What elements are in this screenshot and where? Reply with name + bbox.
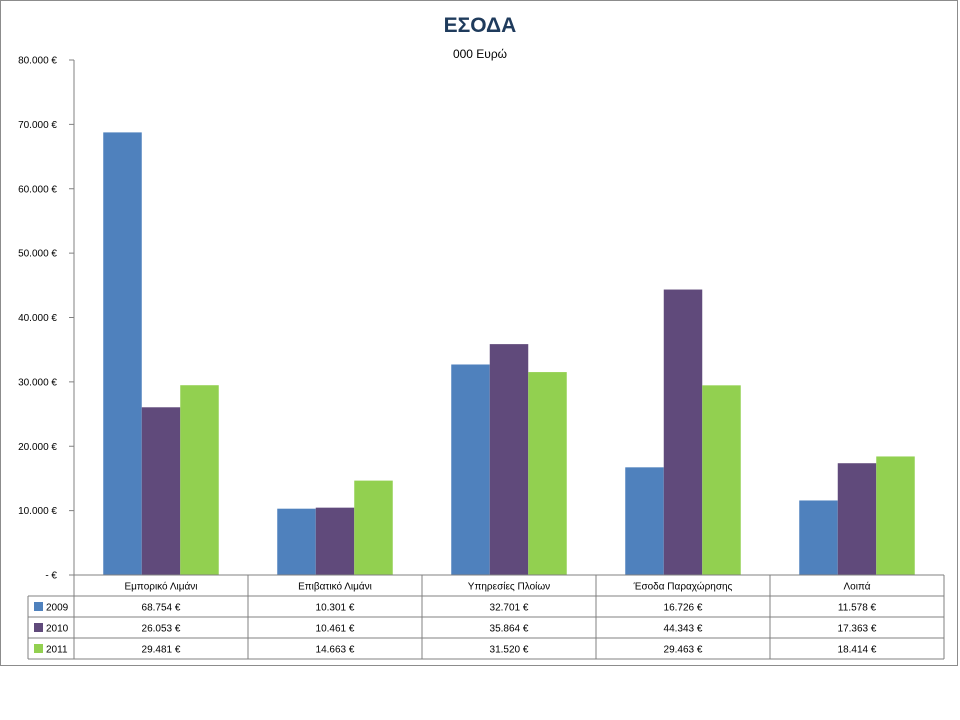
bar-2010 [489,344,529,575]
bars [103,132,915,575]
y-tick-label: 80.000 € [18,56,57,67]
legend-swatch-2011 [34,644,43,653]
data-label: 31.520 € [490,645,529,656]
y-tick-label: 30.000 € [18,377,57,388]
chart-title: ΕΣΟΔΑ [443,14,517,37]
category-label: Λοιπά [843,581,870,593]
data-label: 11.578 € [838,603,877,614]
legend-swatch-2010 [34,623,43,632]
bar-2009 [277,508,316,575]
y-tick-label: 50.000 € [18,249,57,260]
bar-2010 [663,289,703,575]
data-label: 44.343 € [664,624,703,635]
y-tick-label: 60.000 € [18,184,57,195]
legend-swatch-2009 [34,602,43,611]
bar-2010 [141,407,181,575]
data-label: 18.414 € [838,645,877,656]
data-label: 17.363 € [838,624,877,635]
data-label: 68.754 € [142,603,181,614]
category-label: Επιβατικό Λιμάνι [298,581,372,593]
y-axis: - € 10.000 € 20.000 € 30.000 € 40.000 € 50.00… [18,56,75,582]
bar-2009 [625,467,664,575]
data-label: 10.301 € [316,603,355,614]
data-table: Εμπορικό Λιμάνι Επιβατικό Λιμάνι Υπηρεσίες… [27,574,945,660]
chart-subtitle: 000 Ευρώ [452,47,508,61]
bar-2009 [799,500,838,575]
category-label: Υπηρεσίες Πλοίων [468,581,550,593]
bar-2011 [528,372,567,575]
data-label: 29.463 € [664,645,703,656]
data-label: 26.053 € [142,624,181,635]
category-label: Έσοδα Παραχώρησης [633,581,733,593]
y-tick-label: 40.000 € [18,313,57,324]
legend-label-2009: 2009 [46,603,69,614]
bar-2009 [451,364,490,575]
data-label: 16.726 € [664,603,703,614]
legend-label-2010: 2010 [46,624,69,635]
data-label: 10.461 € [316,624,355,635]
data-label: 32.701 € [490,603,529,614]
y-tick-label: 70.000 € [18,120,57,131]
category-label: Εμπορικό Λιμάνι [125,581,198,593]
bar-2011 [354,480,393,575]
bar-2010 [315,507,355,575]
data-label: 29.481 € [142,645,181,656]
y-tick-label: 20.000 € [18,442,57,453]
bar-2011 [180,385,219,575]
y-tick-label: 10.000 € [18,506,57,517]
bar-2009 [103,132,142,575]
bar-2011 [702,385,741,575]
data-label: 35.864 € [490,624,529,635]
data-label: 14.663 € [316,645,355,656]
legend-label-2011: 2011 [46,645,68,656]
bar-2010 [837,463,877,575]
y-tick-label: - € [45,571,57,582]
bar-2011 [876,456,915,575]
